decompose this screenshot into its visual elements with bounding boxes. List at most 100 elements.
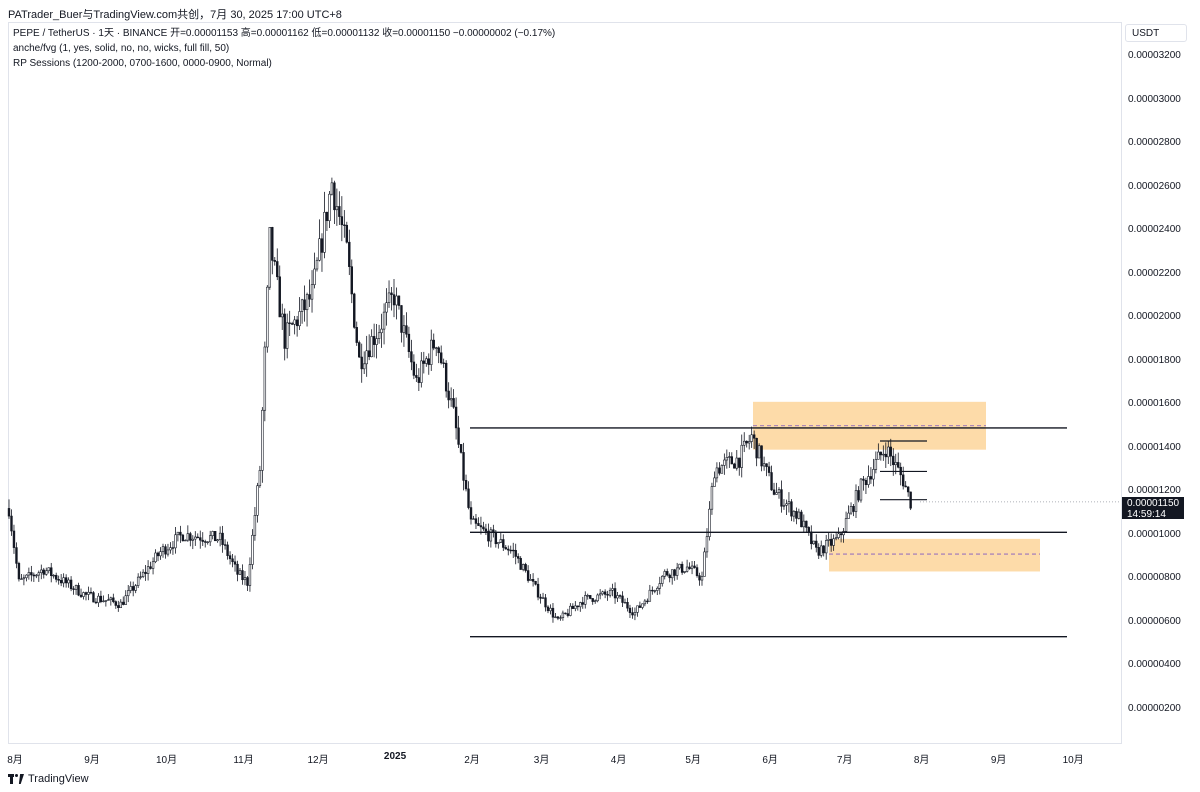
candle-body[interactable]: [879, 451, 883, 456]
candle-body[interactable]: [757, 445, 761, 459]
candle-body[interactable]: [169, 547, 172, 551]
candle-body[interactable]: [566, 613, 570, 616]
candle-body[interactable]: [713, 477, 716, 487]
candle-body[interactable]: [84, 592, 88, 595]
candle-body[interactable]: [278, 276, 281, 318]
candle-body[interactable]: [166, 549, 170, 555]
candle-body[interactable]: [708, 508, 711, 537]
candle-body[interactable]: [79, 594, 83, 597]
candle-body[interactable]: [288, 322, 291, 324]
candle-body[interactable]: [576, 605, 580, 608]
indicator-sessions-legend[interactable]: RP Sessions (1200-2000, 0700-1600, 0000-…: [13, 58, 272, 69]
candle-body[interactable]: [447, 390, 450, 401]
candle-body[interactable]: [892, 455, 895, 466]
candle-body[interactable]: [353, 293, 356, 328]
candle-body[interactable]: [603, 591, 607, 595]
candle-body[interactable]: [638, 605, 642, 608]
candle-body[interactable]: [616, 595, 619, 599]
candle-body[interactable]: [633, 612, 637, 616]
candle-body[interactable]: [253, 515, 257, 536]
candle-body[interactable]: [410, 351, 413, 363]
candle-body[interactable]: [536, 583, 540, 598]
candle-body[interactable]: [387, 292, 391, 303]
candle-body[interactable]: [487, 530, 490, 542]
candle-body[interactable]: [459, 444, 463, 453]
candle-body[interactable]: [248, 564, 252, 586]
candle-body[interactable]: [608, 589, 612, 596]
candle-body[interactable]: [586, 595, 589, 597]
candle-body[interactable]: [45, 570, 48, 575]
candle-body[interactable]: [906, 486, 910, 493]
candle-body[interactable]: [196, 536, 199, 539]
candle-body[interactable]: [82, 592, 85, 597]
candle-body[interactable]: [787, 501, 791, 505]
candle-body[interactable]: [489, 529, 493, 542]
candle-body[interactable]: [360, 356, 363, 370]
candle-body[interactable]: [266, 286, 269, 348]
candle-body[interactable]: [579, 602, 582, 608]
candle-body[interactable]: [62, 577, 65, 584]
candle-body[interactable]: [439, 352, 443, 364]
candle-body[interactable]: [852, 506, 855, 512]
candle-body[interactable]: [680, 563, 684, 573]
candle-body[interactable]: [59, 580, 63, 584]
candle-body[interactable]: [653, 590, 657, 592]
candle-body[interactable]: [325, 211, 329, 222]
candle-body[interactable]: [561, 612, 565, 618]
candle-body[interactable]: [283, 313, 286, 349]
candle-body[interactable]: [670, 569, 674, 579]
candle-body[interactable]: [201, 539, 204, 542]
candle-body[interactable]: [281, 313, 284, 318]
candle-body[interactable]: [430, 339, 433, 365]
candle-body[interactable]: [613, 588, 617, 599]
candle-body[interactable]: [184, 539, 187, 542]
candle-body[interactable]: [206, 541, 209, 543]
candle-body[interactable]: [531, 579, 535, 582]
candle-body[interactable]: [837, 533, 840, 538]
candle-body[interactable]: [69, 579, 73, 590]
candle-body[interactable]: [211, 531, 214, 537]
candle-body[interactable]: [12, 530, 16, 548]
candle-body[interactable]: [685, 566, 689, 572]
candle-body[interactable]: [735, 457, 738, 469]
candle-body[interactable]: [127, 590, 130, 597]
candle-body[interactable]: [285, 322, 289, 349]
candle-body[interactable]: [544, 597, 547, 608]
candle-body[interactable]: [54, 574, 58, 580]
candle-body[interactable]: [752, 434, 756, 439]
currency-selector[interactable]: USDT: [1125, 24, 1187, 42]
candle-body[interactable]: [149, 566, 152, 569]
candle-body[interactable]: [516, 556, 520, 559]
candle-body[interactable]: [233, 561, 237, 565]
candle-body[interactable]: [400, 305, 403, 333]
candle-body[interactable]: [593, 600, 597, 602]
candle-body[interactable]: [15, 547, 18, 564]
candle-body[interactable]: [678, 563, 681, 569]
candle-body[interactable]: [72, 588, 75, 590]
candle-body[interactable]: [782, 505, 786, 507]
candle-body[interactable]: [738, 457, 741, 468]
candle-body[interactable]: [397, 295, 401, 306]
candle-body[interactable]: [469, 507, 473, 520]
candle-body[interactable]: [844, 518, 848, 532]
candle-body[interactable]: [521, 564, 525, 570]
candle-body[interactable]: [50, 567, 53, 576]
candle-body[interactable]: [628, 607, 632, 613]
candle-body[interactable]: [57, 579, 60, 581]
candle-body[interactable]: [208, 535, 212, 543]
candle-body[interactable]: [666, 571, 669, 576]
fvg-zone[interactable]: [829, 538, 1040, 572]
candle-body[interactable]: [474, 518, 478, 524]
candle-body[interactable]: [554, 616, 557, 618]
candle-body[interactable]: [320, 238, 324, 253]
candle-body[interactable]: [22, 577, 26, 580]
candle-body[interactable]: [504, 547, 507, 550]
candle-body[interactable]: [226, 544, 229, 556]
candle-body[interactable]: [370, 336, 373, 358]
candle-body[interactable]: [797, 511, 801, 519]
candle-body[interactable]: [589, 595, 592, 599]
candle-body[interactable]: [243, 577, 247, 581]
candle-body[interactable]: [449, 398, 453, 401]
candle-body[interactable]: [343, 224, 346, 226]
